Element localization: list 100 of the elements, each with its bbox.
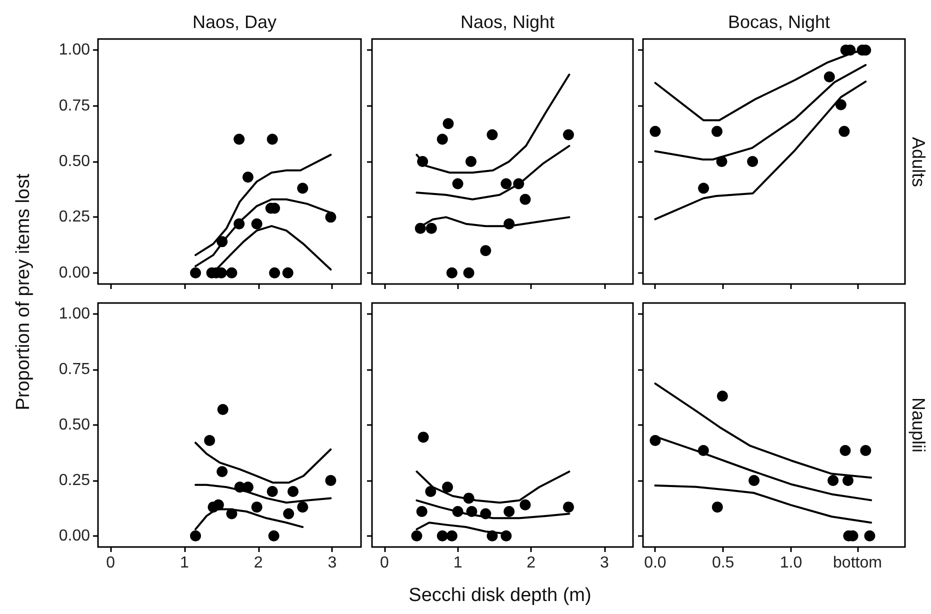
point (520, 194, 531, 205)
y-tick-label: 0.50 (58, 416, 90, 434)
chart-title: Naos, Night (460, 12, 555, 32)
y-tick-label: 0.00 (58, 527, 90, 544)
point (217, 404, 228, 415)
x-tick-label: 0.0 (644, 554, 666, 572)
point (190, 267, 202, 278)
point (747, 156, 758, 167)
point (838, 126, 850, 137)
y-tick-label: 0.00 (58, 264, 90, 282)
x-tick-label: 1.0 (780, 554, 802, 572)
point (650, 126, 661, 137)
point (513, 178, 524, 190)
point (266, 134, 278, 145)
x-tick-label: 2 (526, 554, 536, 572)
y-axis-title: Proportion of prey items lost (13, 174, 35, 410)
point (226, 508, 238, 520)
point (711, 126, 722, 137)
point (840, 445, 851, 456)
x-tick-label: 3 (328, 554, 337, 572)
point (842, 474, 854, 486)
point (452, 506, 464, 518)
x-tick-label: 0 (380, 554, 390, 572)
x-tick-label: 1 (180, 554, 189, 572)
point (325, 474, 336, 486)
text: Nauplii (908, 397, 928, 453)
x-tick-label: 1 (453, 554, 462, 572)
point (436, 134, 448, 145)
point (446, 267, 458, 278)
point (414, 222, 426, 234)
point (698, 445, 709, 456)
point (442, 482, 454, 493)
point (417, 156, 428, 167)
point (297, 502, 308, 513)
point (650, 435, 661, 446)
point (480, 245, 492, 256)
point (242, 172, 254, 183)
point (463, 492, 474, 504)
point (486, 129, 498, 140)
y-tick-label: 0.75 (58, 361, 90, 378)
point (288, 486, 299, 498)
point (452, 178, 464, 190)
point (860, 445, 872, 456)
y-tick-label: 0.25 (58, 208, 90, 226)
point (466, 506, 478, 518)
point (426, 222, 437, 234)
y-tick-label: 1.00 (58, 306, 90, 323)
point (216, 236, 228, 248)
y-tick-label: 1.00 (58, 42, 90, 59)
point (562, 502, 574, 513)
x-tick-label: 0.5 (712, 554, 734, 572)
point (325, 212, 336, 223)
point (500, 178, 512, 190)
point (835, 99, 846, 110)
point (712, 502, 723, 513)
point (425, 486, 436, 498)
point (716, 390, 728, 402)
point (442, 118, 454, 130)
point (234, 134, 245, 145)
point (748, 474, 760, 486)
point (266, 486, 278, 498)
y-tick-label: 0.75 (58, 97, 90, 114)
point (234, 218, 245, 230)
point (283, 508, 294, 520)
line-series (194, 154, 332, 256)
point (480, 508, 492, 520)
point (204, 435, 216, 446)
point (242, 482, 254, 493)
point (436, 530, 448, 542)
point (828, 474, 839, 486)
point (190, 530, 202, 542)
point (500, 530, 512, 542)
point (226, 267, 238, 278)
point (504, 218, 515, 230)
point (251, 502, 262, 513)
point (282, 267, 294, 278)
line-series (194, 442, 332, 484)
x-tick-label: bottom (833, 554, 882, 572)
point (463, 267, 474, 278)
x-axis-title: Secchi disk depth (m) (408, 585, 592, 607)
point (297, 182, 308, 194)
point (486, 530, 498, 542)
point (418, 432, 429, 443)
point (465, 156, 476, 167)
point (446, 530, 458, 542)
point (212, 499, 224, 510)
x-tick-label: 3 (600, 554, 609, 572)
point (864, 530, 876, 542)
point (411, 530, 422, 542)
point (216, 466, 228, 478)
point (824, 71, 835, 82)
point (716, 156, 728, 167)
x-tick-label: 2 (254, 554, 263, 572)
y-tick-label: 0.50 (58, 153, 90, 170)
point (562, 129, 574, 140)
point (269, 267, 280, 278)
point (504, 506, 515, 518)
y-tick-label: 0.25 (58, 472, 90, 489)
point (520, 499, 531, 510)
x-tick-label: 0 (106, 554, 116, 572)
